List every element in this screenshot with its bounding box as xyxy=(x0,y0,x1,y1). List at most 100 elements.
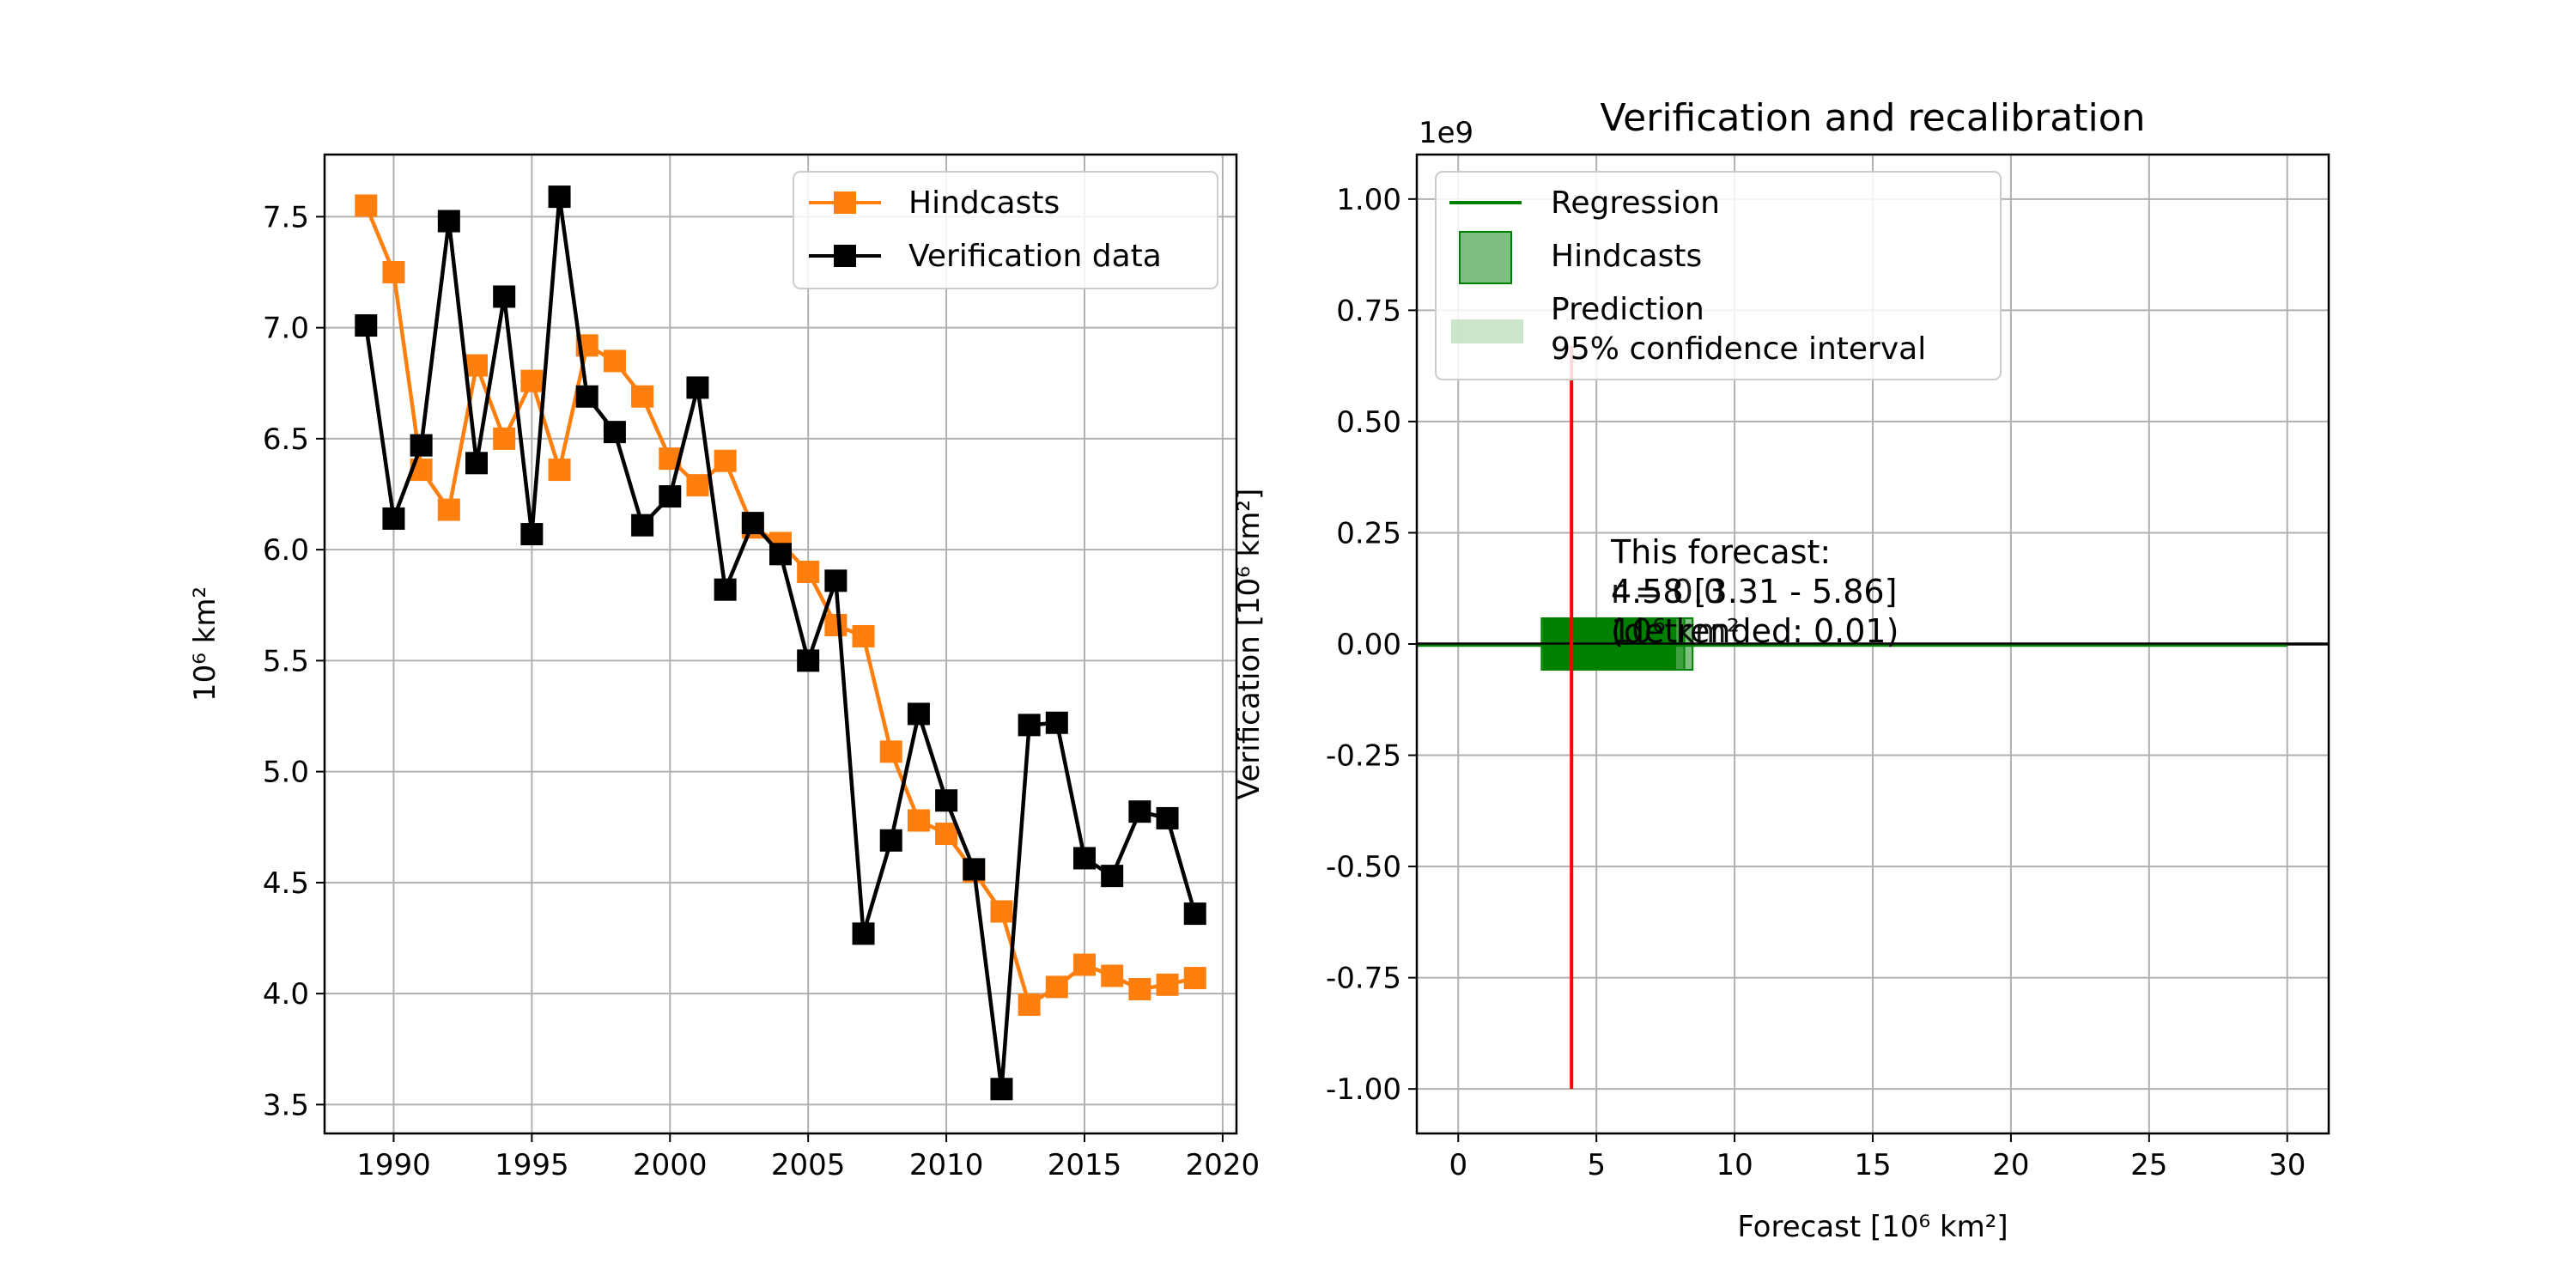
hindcasts-marker xyxy=(1045,975,1068,999)
right-y-tick-label: 0.00 xyxy=(1336,628,1401,662)
annotation-line-1: This forecast: xyxy=(1610,533,1831,571)
left-y-axis-label: 10⁶ km² xyxy=(188,586,222,702)
left-y-tick-label: 7.0 xyxy=(263,312,309,346)
right-x-tick-label: 10 xyxy=(1716,1148,1753,1182)
left-x-tick-label: 1990 xyxy=(356,1148,431,1182)
legend-verification-marker xyxy=(834,245,856,267)
right-y-tick-label: -0.75 xyxy=(1326,962,1401,996)
hindcasts-marker xyxy=(548,459,571,482)
verification-marker xyxy=(659,485,682,508)
verification-marker xyxy=(1101,865,1124,888)
verification-marker xyxy=(741,512,764,535)
verification-marker xyxy=(410,434,433,457)
right-x-tick-label: 20 xyxy=(1992,1148,2029,1182)
annotation-line-3: (detrended: 0.01) xyxy=(1611,612,1899,650)
legend-prediction-label-2: 95% confidence interval xyxy=(1551,331,1926,367)
hindcasts-marker xyxy=(355,194,378,217)
annotation-line-2: 4.58 [3.31 - 5.86] xyxy=(1611,573,1897,611)
hindcasts-marker xyxy=(686,474,709,497)
verification-marker xyxy=(1183,902,1206,926)
verification-marker xyxy=(382,507,405,530)
right-legend: Regression Hindcasts Prediction 95% conf… xyxy=(1435,171,2002,380)
left-y-tick-label: 5.0 xyxy=(263,756,309,790)
right-x-tick-label: 25 xyxy=(2130,1148,2167,1182)
verification-marker xyxy=(1018,714,1041,737)
hindcasts-marker xyxy=(714,449,737,472)
legend-hindcasts-patch xyxy=(1459,231,1512,284)
right-y-tick-label: 1.00 xyxy=(1336,183,1401,217)
left-legend-box xyxy=(793,171,1218,289)
hindcasts-marker xyxy=(603,349,626,373)
right-y-tick-label: 0.25 xyxy=(1336,516,1401,550)
verification-marker xyxy=(769,543,792,566)
left-chart: 1990 1995 2000 2005 2010 2015 2020 3.5 4.0 4.5 5.0… xyxy=(188,153,1261,1182)
legend-hindcasts-label: Hindcasts xyxy=(908,185,1060,221)
legend-verification-label: Verification data xyxy=(908,239,1162,274)
verification-marker xyxy=(1128,800,1151,823)
left-y-tick-label: 6.5 xyxy=(263,422,309,457)
left-x-tick-label: 2010 xyxy=(909,1148,984,1182)
verification-marker xyxy=(575,385,598,408)
legend-right-hindcasts-label: Hindcasts xyxy=(1551,239,1702,274)
verification-marker xyxy=(879,829,902,852)
right-y-tick-label: -0.25 xyxy=(1326,739,1401,774)
legend-regression-label: Regression xyxy=(1551,185,1720,221)
verification-marker xyxy=(1045,711,1068,734)
left-grid xyxy=(325,155,1236,1133)
left-x-tick-label: 2020 xyxy=(1186,1148,1261,1182)
forecast-annotation: This forecast: 4.58 [3.31 - 5.86] r = 0.… xyxy=(1610,533,1899,650)
hindcasts-marker xyxy=(1101,964,1124,987)
verification-marker xyxy=(437,210,460,233)
verification-marker xyxy=(797,649,820,672)
verification-marker xyxy=(520,523,544,546)
hindcasts-marker xyxy=(631,385,654,408)
left-x-tick-label: 2000 xyxy=(633,1148,708,1182)
verification-marker xyxy=(935,789,958,812)
verification-marker xyxy=(548,185,571,209)
right-x-tick-label: 30 xyxy=(2269,1148,2306,1182)
left-y-tick-label: 5.5 xyxy=(263,644,309,678)
left-axes-frame xyxy=(323,153,1238,1135)
annotation-overlap-3: 10⁶ km² xyxy=(1611,612,1740,650)
legend-prediction-label-1: Prediction xyxy=(1551,292,1704,327)
verification-marker xyxy=(465,452,488,475)
hindcasts-marker xyxy=(935,823,958,846)
hindcasts-marker xyxy=(1018,993,1041,1017)
right-ticks: 0 5 10 15 20 25 30 -1.00 -0.75 -0.50 -0.25 0.00 0.25… xyxy=(1326,183,2306,1182)
legend-hindcasts-marker xyxy=(834,191,856,214)
verification-marker xyxy=(714,578,737,601)
right-y-tick-label: 0.75 xyxy=(1336,294,1401,328)
right-x-tick-label: 0 xyxy=(1449,1148,1467,1182)
verification-marker xyxy=(907,702,930,726)
hindcasts-marker xyxy=(797,560,820,583)
right-y-tick-label: -1.00 xyxy=(1326,1072,1401,1107)
left-y-tick-label: 3.5 xyxy=(263,1088,309,1122)
right-y-tick-label: 0.50 xyxy=(1336,405,1401,440)
legend-prediction-patch xyxy=(1451,319,1523,343)
hindcasts-marker xyxy=(465,354,488,377)
left-plot-area xyxy=(355,185,1206,1101)
hindcasts-marker xyxy=(493,427,516,450)
right-y-offset-label: 1e9 xyxy=(1419,116,1473,150)
right-x-tick-label: 15 xyxy=(1854,1148,1891,1182)
annotation-overlap-2: r = 0.0 xyxy=(1611,573,1724,611)
verification-marker xyxy=(686,376,709,399)
left-x-tick-label: 1995 xyxy=(495,1148,569,1182)
hindcasts-marker xyxy=(1073,953,1096,976)
verification-marker xyxy=(493,285,516,308)
right-x-axis-label: Forecast [10⁶ km²] xyxy=(1737,1210,2008,1244)
right-y-tick-label: -0.50 xyxy=(1326,850,1401,884)
right-plot-area xyxy=(1417,345,2329,1090)
right-y-axis-label: Verification [10⁶ km²] xyxy=(1232,489,1267,800)
right-legend-box xyxy=(1435,171,2002,380)
verification-marker xyxy=(1156,806,1179,829)
hindcasts-marker xyxy=(824,614,848,637)
left-x-tick-label: 2005 xyxy=(771,1148,846,1182)
verification-marker xyxy=(1073,847,1096,870)
hindcasts-marker xyxy=(1128,977,1151,1000)
hindcasts-marker xyxy=(520,369,544,392)
verification-marker xyxy=(355,314,378,337)
right-chart: 0 5 10 15 20 25 30 -1.00 -0.75 -0.50 -0.25 0.00 0.25… xyxy=(1232,96,2330,1244)
hindcasts-marker xyxy=(852,624,875,647)
